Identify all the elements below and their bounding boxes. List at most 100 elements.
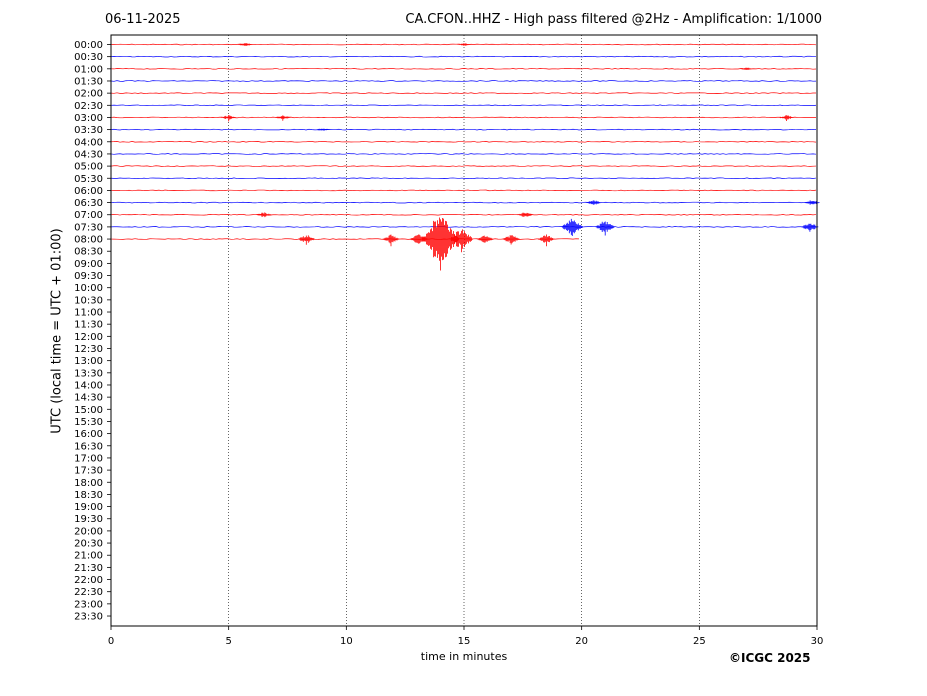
y-tick-label: 03:00 xyxy=(74,113,103,124)
y-tick-label: 06:00 xyxy=(74,186,103,197)
y-tick-label: 04:30 xyxy=(74,149,103,160)
y-tick-label: 10:30 xyxy=(74,295,103,306)
trace-line xyxy=(110,92,817,94)
y-tick-label: 10:00 xyxy=(74,283,103,294)
y-tick-label: 13:00 xyxy=(74,356,103,367)
y-tick-label: 20:00 xyxy=(74,526,103,537)
event-burst xyxy=(275,115,291,121)
event-burst xyxy=(595,221,615,236)
x-tick-label: 0 xyxy=(108,636,114,647)
trace-line xyxy=(110,55,817,58)
trace-lines xyxy=(110,43,817,240)
event-burst xyxy=(739,67,754,70)
y-tick-label: 21:00 xyxy=(74,551,103,562)
x-ticks: 0 5 10 15 20 25 30 xyxy=(108,626,824,647)
trace-line xyxy=(110,104,817,107)
y-tick-label: 00:30 xyxy=(74,52,103,63)
event-burst xyxy=(502,235,520,245)
y-tick-label: 01:30 xyxy=(74,76,103,87)
event-burst xyxy=(382,234,400,247)
event-burst xyxy=(457,43,471,46)
y-tick-label: 07:30 xyxy=(74,222,103,233)
y-tick-label: 12:30 xyxy=(74,344,103,355)
y-tick-label: 21:30 xyxy=(74,563,103,574)
y-tick-label: 18:30 xyxy=(74,490,103,501)
y-tick-label: 05:30 xyxy=(74,174,103,185)
y-tick-label: 15:00 xyxy=(74,405,103,416)
event-burst xyxy=(804,200,820,205)
trace-line xyxy=(110,238,580,240)
y-tick-label: 18:00 xyxy=(74,478,103,489)
event-burst xyxy=(256,212,272,218)
event-burst xyxy=(517,212,533,217)
y-tick-label: 19:00 xyxy=(74,502,103,513)
y-tick-label: 05:00 xyxy=(74,162,103,173)
y-tick-label: 08:00 xyxy=(74,235,103,246)
trace-line xyxy=(110,226,817,228)
trace-line xyxy=(110,201,817,204)
y-tick-label: 14:30 xyxy=(74,393,103,404)
y-tick-label: 01:00 xyxy=(74,64,103,75)
date-label: 06-11-2025 xyxy=(105,12,181,27)
x-tick-label: 30 xyxy=(811,636,824,647)
trace-line xyxy=(110,80,817,82)
trace-line xyxy=(110,165,817,167)
y-tick-label: 00:00 xyxy=(74,40,103,51)
event-burst xyxy=(315,128,330,131)
y-tick-label: 22:30 xyxy=(74,587,103,598)
event-burst xyxy=(585,200,601,205)
event-burst xyxy=(779,115,794,121)
y-tick-label: 19:30 xyxy=(74,514,103,525)
x-tick-label: 5 xyxy=(225,636,231,647)
plot-frame xyxy=(110,34,818,627)
x-tick-label: 20 xyxy=(575,636,588,647)
y-tick-label: 09:30 xyxy=(74,271,103,282)
y-tick-label: 15:30 xyxy=(74,417,103,428)
y-tick-label: 13:30 xyxy=(74,368,103,379)
x-tick-label: 15 xyxy=(458,636,471,647)
trace-line xyxy=(110,68,817,70)
trace-line xyxy=(110,141,817,143)
event-burst xyxy=(561,218,583,236)
grid-lines xyxy=(228,35,700,626)
x-tick-label: 25 xyxy=(693,636,706,647)
chart-title: CA.CFON..HHZ - High pass filtered @2Hz -… xyxy=(405,12,822,27)
copyright-label: ©ICGC 2025 xyxy=(729,651,811,665)
trace-line xyxy=(110,177,817,180)
trace-line xyxy=(110,189,817,192)
y-tick-label: 17:00 xyxy=(74,453,103,464)
y-tick-label: 09:00 xyxy=(74,259,103,270)
event-burst xyxy=(801,223,819,232)
trace-line xyxy=(110,153,817,155)
y-tick-label: 11:30 xyxy=(74,320,103,331)
y-tick-label: 08:30 xyxy=(74,247,103,258)
y-tick-label: 17:30 xyxy=(74,466,103,477)
event-burst xyxy=(450,229,473,253)
y-tick-label: 16:30 xyxy=(74,441,103,452)
y-tick-label: 07:00 xyxy=(74,210,103,221)
trace-line xyxy=(110,128,817,131)
event-burst xyxy=(422,217,459,271)
event-burst xyxy=(221,115,237,122)
seismic-events xyxy=(221,43,820,271)
trace-line xyxy=(110,213,817,216)
y-tick-label: 16:00 xyxy=(74,429,103,440)
y-tick-label: 12:00 xyxy=(74,332,103,343)
x-tick-label: 10 xyxy=(340,636,353,647)
y-tick-label: 06:30 xyxy=(74,198,103,209)
y-tick-label: 23:30 xyxy=(74,612,103,623)
trace-line xyxy=(110,116,817,119)
event-burst xyxy=(297,235,315,245)
event-burst xyxy=(237,43,252,46)
y-tick-label: 04:00 xyxy=(74,137,103,148)
event-burst xyxy=(538,234,555,247)
y-tick-label: 23:00 xyxy=(74,599,103,610)
y-tick-label: 22:00 xyxy=(74,575,103,586)
y-tick-label: 11:00 xyxy=(74,308,103,319)
y-tick-label: 14:00 xyxy=(74,380,103,391)
y-tick-label: 20:30 xyxy=(74,539,103,550)
y-tick-label: 02:00 xyxy=(74,89,103,100)
y-tick-label: 03:30 xyxy=(74,125,103,136)
